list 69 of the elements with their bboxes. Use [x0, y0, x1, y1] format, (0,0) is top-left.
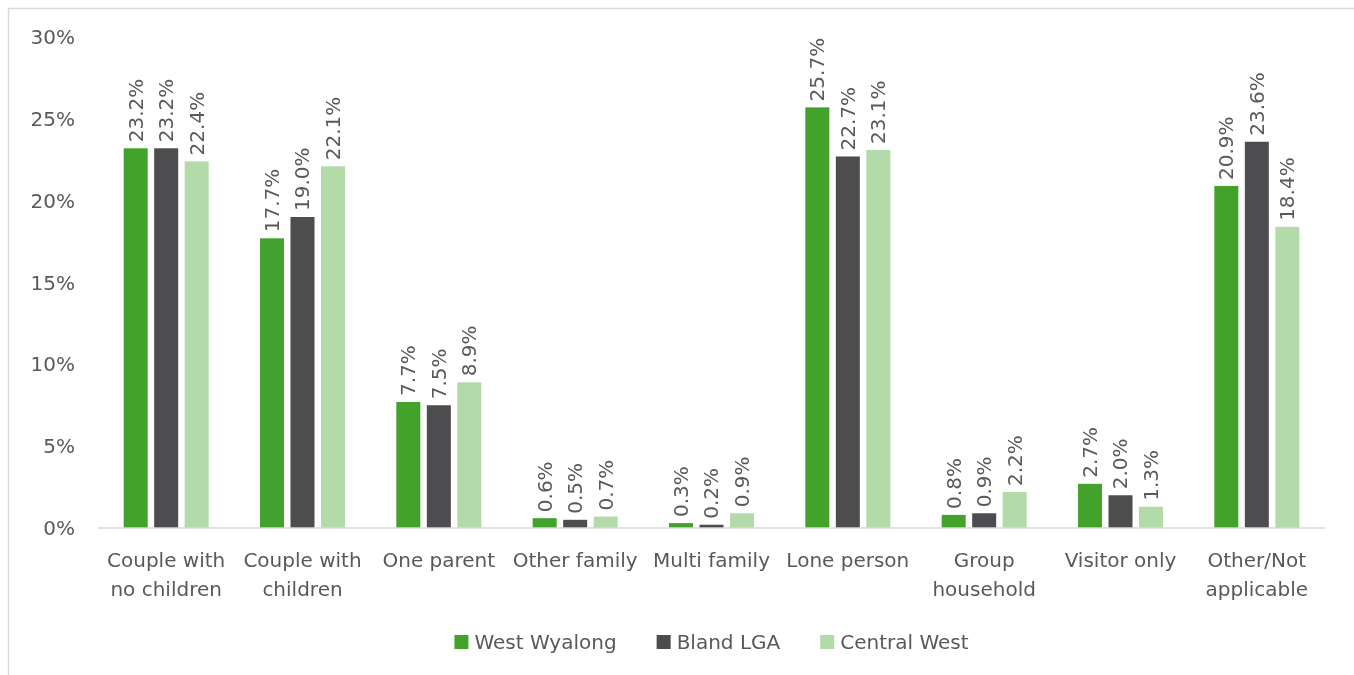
x-tick-label: Couple with children: [243, 548, 362, 601]
data-label: 2.2%: [1002, 435, 1027, 486]
bar: [457, 382, 482, 528]
bar: [396, 401, 421, 528]
x-tick-label: Other/Not applicable: [1205, 548, 1309, 601]
bar: [730, 513, 754, 528]
data-label: 22.1%: [321, 96, 345, 161]
data-label: 23.2%: [123, 78, 148, 143]
y-tick-label: 15%: [30, 270, 75, 295]
data-label: 0.5%: [563, 463, 588, 514]
bar: [532, 518, 557, 528]
x-tick-label: Other family: [512, 548, 638, 572]
legend-label: Central West: [840, 630, 969, 654]
bar: [123, 148, 148, 528]
x-tick-label: Couple with no children: [107, 548, 226, 601]
data-label: 7.7%: [396, 345, 421, 396]
bar: [805, 107, 830, 528]
data-label: 20.9%: [1214, 116, 1239, 180]
bar: [1275, 226, 1300, 528]
legend-label: West Wyalong: [474, 630, 617, 654]
bar: [1108, 495, 1133, 528]
x-tick-label: One parent: [382, 548, 496, 572]
data-label: 18.4%: [1275, 157, 1300, 221]
bar: [1139, 506, 1163, 528]
data-label: 19.0%: [290, 147, 315, 212]
data-label: 23.2%: [154, 78, 179, 143]
bar: [154, 148, 179, 528]
data-label: 0.8%: [941, 458, 966, 509]
bar: [426, 405, 451, 528]
y-tick-label: 20%: [30, 188, 75, 213]
data-label: 0.7%: [593, 459, 618, 511]
data-label: 0.9%: [972, 456, 997, 508]
data-label: 22.4%: [184, 91, 209, 156]
bar: [1214, 185, 1239, 528]
bar: [321, 166, 345, 528]
bar: [835, 156, 860, 528]
bar: [184, 161, 209, 528]
bar: [1244, 141, 1269, 528]
data-label: 0.6%: [532, 461, 557, 513]
bar: [866, 149, 891, 528]
y-tick-label: 25%: [30, 106, 75, 131]
bar: [941, 514, 966, 528]
data-label: 7.5%: [426, 348, 451, 400]
x-tick-label: Visitor only: [1064, 548, 1177, 572]
bar: [290, 217, 315, 528]
legend-label: Bland LGA: [676, 630, 781, 654]
y-tick-label: 0%: [43, 516, 75, 540]
data-label: 23.1%: [866, 80, 891, 144]
data-label: 23.6%: [1244, 72, 1269, 136]
data-label: 0.3%: [669, 466, 693, 518]
data-label: 2.0%: [1108, 438, 1133, 490]
x-tick-label: Group household: [932, 548, 1036, 601]
data-label: 8.9%: [457, 325, 482, 377]
x-tick-label: Multi family: [653, 548, 771, 572]
bar: [260, 238, 284, 528]
y-tick-label: 10%: [30, 352, 75, 377]
bar: [1002, 491, 1027, 528]
y-tick-label: 5%: [43, 434, 75, 459]
y-tick-label: 30%: [30, 25, 75, 49]
bar: [1078, 483, 1102, 528]
data-label: 0.9%: [730, 456, 754, 508]
data-label: 1.3%: [1139, 449, 1163, 501]
data-label: 22.7%: [835, 86, 860, 151]
data-label: 17.7%: [260, 168, 284, 233]
bar: [972, 513, 997, 528]
data-label: 25.7%: [805, 37, 830, 102]
data-label: 2.7%: [1078, 427, 1102, 478]
data-label: 0.2%: [699, 467, 724, 519]
x-tick-label: Lone person: [786, 548, 910, 572]
